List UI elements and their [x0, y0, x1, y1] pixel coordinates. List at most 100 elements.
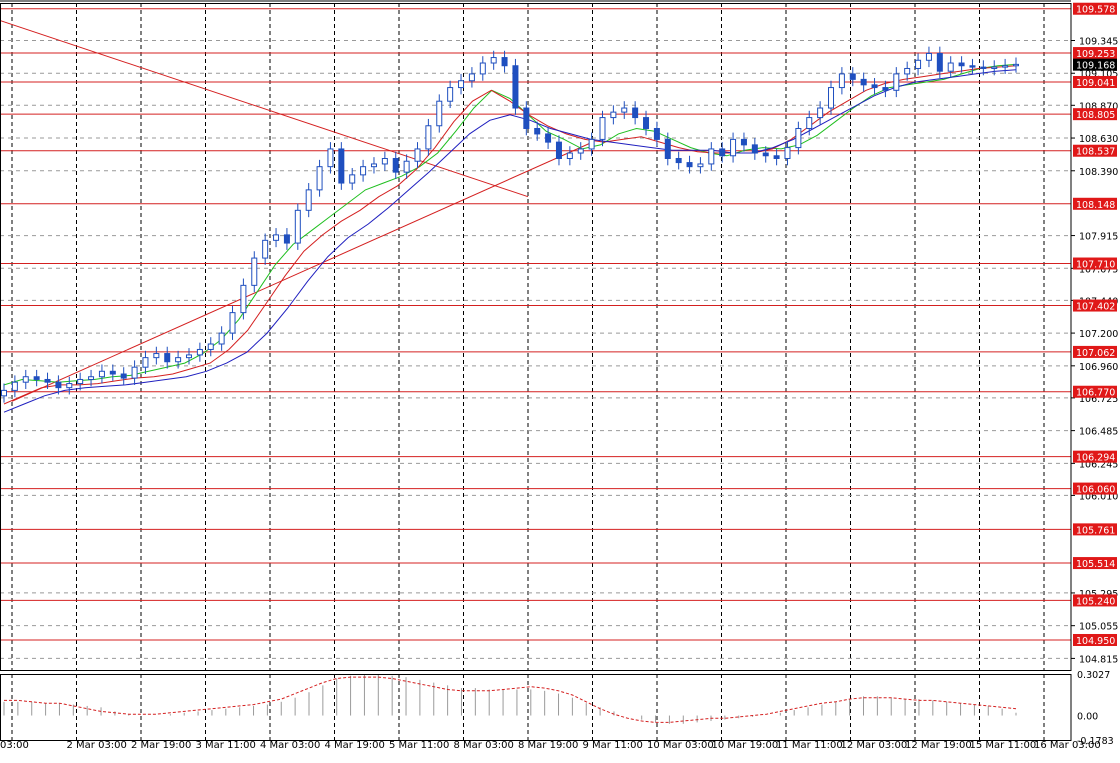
candle-body — [534, 127, 541, 135]
candle-body — [512, 65, 519, 109]
candle-body — [838, 73, 845, 89]
candle-body — [207, 343, 214, 350]
level-label-box — [1073, 75, 1117, 88]
candle-body — [545, 133, 552, 143]
candle-body — [109, 370, 116, 375]
candle-body — [131, 366, 138, 379]
candle-body — [447, 87, 454, 102]
candle-body — [218, 332, 225, 345]
candle-body — [632, 107, 639, 119]
level-label-box — [1073, 385, 1117, 398]
candle-body — [273, 234, 280, 241]
time-tick-label: 8 Mar 19:00 — [518, 740, 578, 751]
candle-body — [164, 353, 171, 363]
candle-body — [882, 87, 889, 91]
candle-body — [991, 66, 998, 69]
candle-body — [675, 157, 682, 164]
candle-body — [381, 157, 388, 165]
moving-average-line — [3, 63, 1017, 386]
oscillator-panel-frame — [0, 674, 1072, 741]
candle-body — [762, 152, 769, 157]
candle-body — [708, 148, 715, 165]
time-tick-label: 12 Mar 19:00 — [905, 740, 972, 751]
level-label: 105.761 — [1076, 525, 1115, 536]
level-label: 106.060 — [1076, 485, 1115, 496]
level-label-box — [1073, 482, 1117, 495]
candle-body — [436, 100, 443, 127]
level-label: 108.805 — [1076, 110, 1115, 121]
candle-body — [947, 62, 954, 72]
candle-body — [980, 66, 987, 69]
level-label-box — [1073, 450, 1117, 463]
candle-body — [643, 117, 650, 129]
candle-body — [425, 125, 432, 150]
time-tick-label: 3 Mar 11:00 — [196, 740, 256, 751]
price-tick-label: 105.055 — [1079, 622, 1118, 633]
level-label-box — [1073, 2, 1117, 15]
candle-body — [817, 107, 824, 119]
time-axis: 03:00 2 Mar 03:00 2 Mar 19:00 3 Mar 11:00 4 … — [0, 740, 1101, 751]
time-tick-label: 8 Mar 03:00 — [454, 740, 514, 751]
time-tick-label: 11 Mar 11:00 — [776, 740, 843, 751]
candle-body — [403, 160, 410, 173]
price-panel-frame — [0, 3, 1072, 671]
level-label: 106.294 — [1076, 453, 1115, 464]
level-label: 109.041 — [1076, 78, 1115, 89]
time-tick-label: 10 Mar 03:00 — [647, 740, 714, 751]
candle-body — [327, 148, 334, 168]
trend-line — [0, 19, 529, 198]
candle-body — [915, 59, 922, 69]
candle-body — [969, 65, 976, 68]
candle-body — [806, 117, 813, 129]
candle-body — [370, 163, 377, 168]
price-tick-label: 106.960 — [1079, 362, 1118, 373]
level-label: 107.402 — [1076, 302, 1115, 313]
level-label-box — [1073, 197, 1117, 210]
oscillator-tick-label: 0.00 — [1077, 712, 1098, 723]
candle-body — [22, 376, 29, 383]
level-label: 106.770 — [1076, 388, 1115, 399]
candle-body — [784, 147, 791, 159]
price-tick-label: 108.630 — [1079, 134, 1118, 145]
candle-body — [414, 148, 421, 162]
candle-body — [240, 284, 247, 314]
candle-body — [588, 138, 595, 150]
candle-body — [77, 378, 84, 385]
candle-body — [751, 144, 758, 154]
panel-frames — [0, 0, 1072, 741]
candle-body — [904, 67, 911, 75]
candle-body — [305, 189, 312, 211]
candle-body — [958, 62, 965, 67]
level-label: 104.950 — [1076, 636, 1115, 647]
current-price-box — [1073, 58, 1117, 71]
level-label: 105.240 — [1076, 596, 1115, 607]
moving-averages — [3, 63, 1017, 413]
level-label-box — [1073, 345, 1117, 358]
candle-body — [719, 148, 726, 157]
time-tick-label: 15 Mar 11:00 — [970, 740, 1037, 751]
candle-body — [44, 378, 51, 383]
candle-body — [468, 73, 475, 82]
price-tick-label: 109.105 — [1079, 69, 1118, 80]
level-label: 107.710 — [1076, 260, 1115, 271]
price-tick-label: 109.345 — [1079, 37, 1118, 48]
current-price-label: 109.168 — [1076, 61, 1115, 72]
candle-body — [479, 62, 486, 75]
level-label-box — [1073, 299, 1117, 312]
level-label-box — [1073, 557, 1117, 570]
candle-body — [566, 152, 573, 159]
oscillator-tick-label: 0.3027 — [1077, 670, 1110, 681]
level-label-box — [1073, 257, 1117, 270]
candle-body — [501, 57, 508, 67]
candle-body — [283, 234, 290, 244]
candle-body — [262, 239, 269, 259]
time-tick-label: 03:00 — [0, 740, 29, 751]
candle-body — [338, 148, 345, 184]
candle-body — [66, 383, 73, 389]
time-tick-label: 10 Mar 19:00 — [712, 740, 779, 751]
level-label: 105.514 — [1076, 559, 1115, 570]
candle-body — [599, 117, 606, 140]
price-tick-label: 108.390 — [1079, 167, 1118, 178]
